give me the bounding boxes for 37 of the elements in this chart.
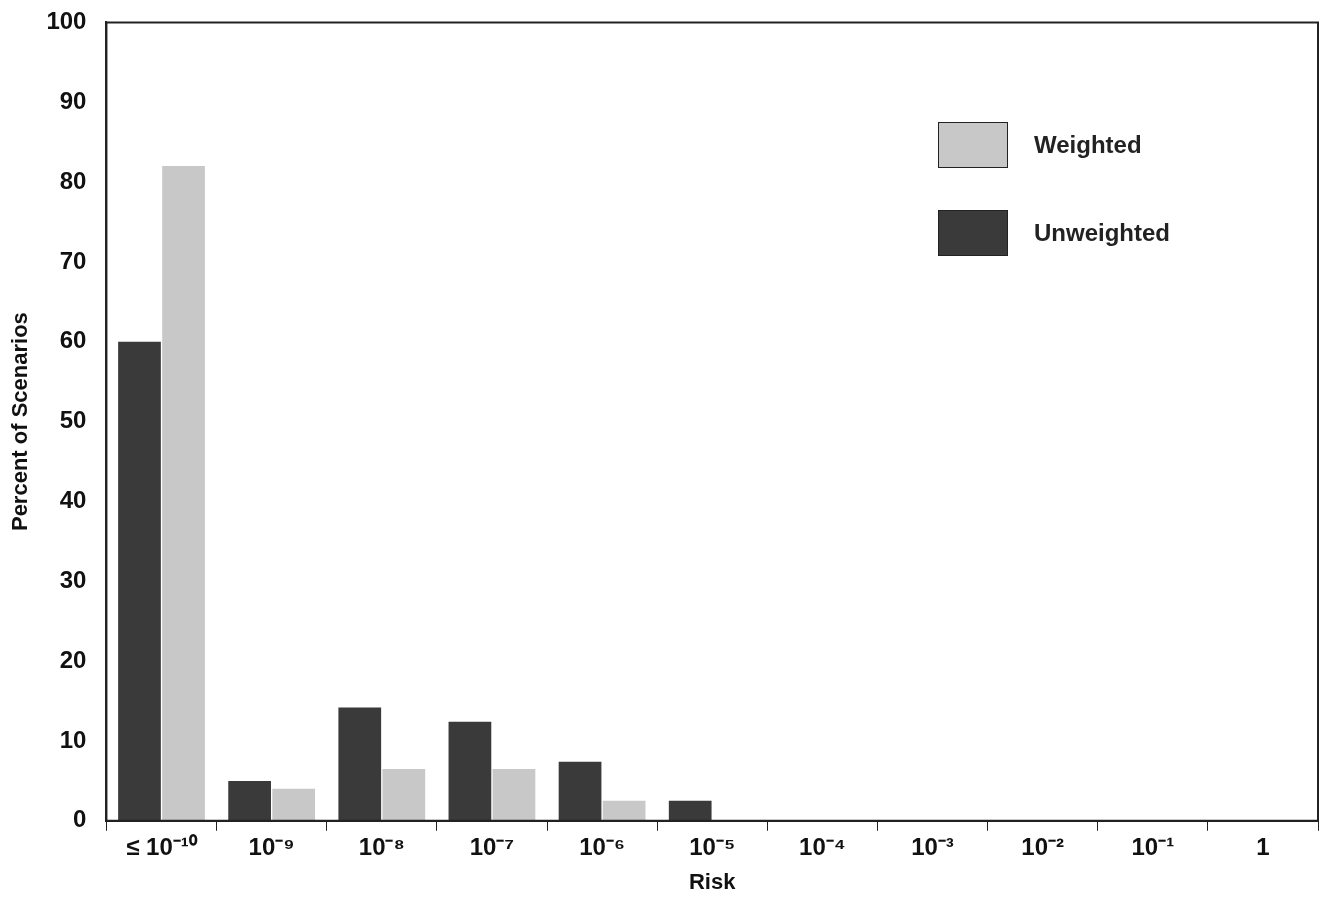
x-tick-label: 1	[1256, 832, 1270, 860]
bar	[228, 780, 271, 821]
y-tick-label: 50	[59, 406, 87, 434]
x-tick-label: 10⁻⁷	[469, 832, 515, 860]
x-tick-label: 10⁻⁴	[799, 832, 846, 860]
x-axis-title: Risk	[688, 868, 737, 894]
y-tick-label: 100	[46, 7, 87, 35]
x-tick-label: 10⁻²	[1021, 832, 1064, 860]
x-tick-label: 10⁻⁶	[579, 832, 625, 860]
x-tick-label: 10⁻⁹	[248, 832, 295, 860]
y-tick-label: 90	[59, 86, 87, 114]
x-tick-label: 10⁻⁵	[689, 832, 736, 860]
bar	[338, 707, 382, 821]
y-tick-label: 60	[59, 326, 87, 354]
x-tick-label: ≤ 10⁻¹⁰	[126, 832, 198, 860]
legend-label: Weighted	[1034, 131, 1142, 160]
bar	[118, 341, 161, 821]
bar	[668, 800, 712, 821]
y-tick-label: 10	[59, 725, 87, 753]
bar	[492, 768, 536, 821]
bar	[602, 800, 646, 821]
y-tick-label: 20	[59, 645, 87, 673]
y-tick-label: 30	[59, 565, 87, 593]
x-tick-label: 10⁻³	[911, 832, 954, 860]
y-axis-title: Percent of Scenarios	[7, 312, 33, 532]
legend-label: Unweighted	[1034, 219, 1170, 248]
bar	[558, 761, 602, 821]
y-tick-label: 0	[73, 805, 87, 833]
bar	[382, 768, 426, 821]
y-tick-label: 70	[59, 246, 87, 274]
x-tick-label: 10⁻⁸	[358, 832, 405, 860]
y-tick-label: 80	[59, 166, 87, 194]
y-tick-label: 40	[59, 486, 87, 514]
bar	[448, 721, 492, 821]
bar	[272, 788, 316, 821]
bar	[162, 166, 205, 821]
x-tick-label: 10⁻¹	[1131, 832, 1175, 860]
